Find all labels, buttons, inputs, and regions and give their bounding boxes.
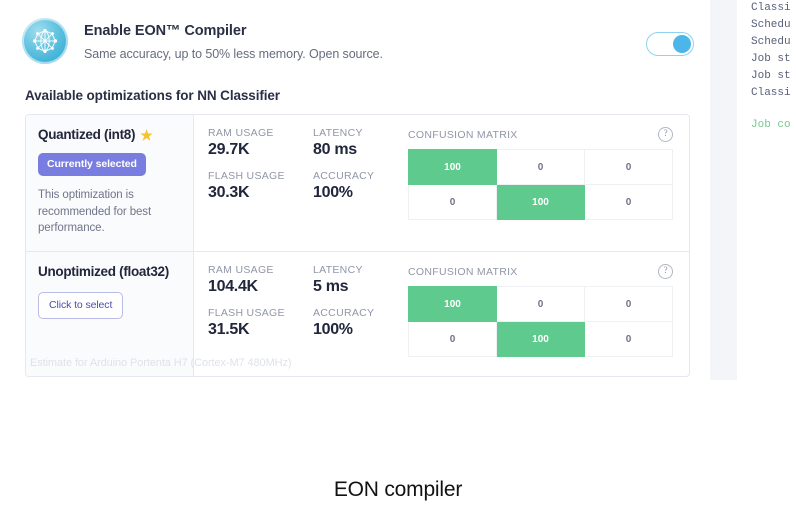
confusion-matrix-section: CONFUSION MATRIX? 100 0 0 0 100 0 <box>406 252 689 376</box>
metric-label: FLASH USAGE <box>208 170 285 182</box>
optimization-summary: Unoptimized (float32) Click to select <box>26 252 194 377</box>
metric-accuracy: ACCURACY 100% <box>313 307 406 339</box>
log-line: Job st <box>751 53 791 65</box>
figure-caption: EON compiler <box>333 478 463 501</box>
eon-title: Enable EON™ Compiler <box>84 23 247 39</box>
metric-latency: LATENCY 80 ms <box>313 127 406 159</box>
log-line: Classi <box>751 87 791 99</box>
log-line: Job co <box>751 119 791 131</box>
metric-ram-usage: RAM USAGE 104.4K <box>208 264 313 296</box>
optimization-note: This optimization is recommended for bes… <box>38 189 152 235</box>
status-badge: Currently selected <box>38 153 146 176</box>
confusion-matrix-cell: 0 <box>584 149 674 185</box>
confusion-matrix-title: CONFUSION MATRIX <box>408 265 518 278</box>
confusion-matrix-cell: 100 <box>407 149 498 185</box>
optimization-row: Quantized (int8) ★ Currently selected This … <box>26 115 689 252</box>
optimization-name-label: Unoptimized (float32) <box>38 264 169 280</box>
metric-ram-usage: RAM USAGE 29.7K <box>208 127 313 159</box>
log-line: Job st <box>751 70 791 82</box>
confusion-matrix-cell: 100 <box>407 286 498 323</box>
metric-value: 100% <box>313 321 353 339</box>
table-row: 100 0 0 <box>407 149 674 185</box>
metric-accuracy: ACCURACY 100% <box>313 170 406 202</box>
optimization-name-label: Quantized (int8) <box>38 127 136 142</box>
confusion-matrix-cell: 0 <box>584 286 674 323</box>
metric-flash-usage: FLASH USAGE 31.5K <box>208 307 313 339</box>
help-circle-icon[interactable]: ? <box>658 264 674 280</box>
confusion-matrix-section: CONFUSION MATRIX? 100 0 0 0 100 0 <box>406 115 689 251</box>
metric-value: 5 ms <box>313 278 349 296</box>
metric-label: LATENCY <box>313 264 363 277</box>
metric-label: RAM USAGE <box>208 127 274 139</box>
metric-latency: LATENCY 5 ms <box>313 264 406 296</box>
metric-label: LATENCY <box>313 127 363 139</box>
confusion-matrix-table: 100 0 0 0 100 0 <box>407 149 674 220</box>
table-row: 0 100 0 <box>407 184 674 220</box>
optimizations-card: Quantized (int8) ★ Currently selected This … <box>25 114 690 378</box>
eon-subtitle: Same accuracy, up to 50% less memory. Op… <box>84 47 383 61</box>
star-icon: ★ <box>140 126 153 143</box>
metric-label: RAM USAGE <box>208 264 274 277</box>
metric-value: 80 ms <box>313 141 357 158</box>
eon-compiler-panel: Enable EON™ Compiler Same accuracy, up t… <box>22 12 694 378</box>
confusion-matrix-table: 100 0 0 0 100 0 <box>407 286 674 358</box>
confusion-matrix-cell: 0 <box>496 286 586 323</box>
confusion-matrix-header: CONFUSION MATRIX? <box>408 127 674 142</box>
table-row: 100 0 0 <box>407 286 674 323</box>
metric-value: 31.5K <box>208 321 250 339</box>
metric-value: 30.3K <box>208 184 250 201</box>
optimization-name: Unoptimized (float32) <box>38 264 179 279</box>
confusion-matrix-cell: 0 <box>496 149 586 185</box>
metric-label: FLASH USAGE <box>208 307 285 320</box>
log-line: Schedu <box>751 36 791 48</box>
eon-header: Enable EON™ Compiler Same accuracy, up t… <box>22 12 694 64</box>
confusion-matrix-cell: 0 <box>407 321 498 358</box>
metric-value: 29.7K <box>208 141 250 158</box>
optimization-name: Quantized (int8) ★ <box>38 127 179 142</box>
confusion-matrix-cell: 100 <box>496 184 586 220</box>
metric-value: 100% <box>313 184 353 201</box>
confusion-matrix-cell: 0 <box>584 321 674 358</box>
log-gutter[interactable] <box>710 0 737 380</box>
page-title: Available optimizations for NN Classifie… <box>25 88 280 103</box>
estimate-note: Estimate for Arduino Portenta H7 (Cortex… <box>30 357 292 369</box>
optimization-metrics: RAM USAGE 104.4K LATENCY 5 ms FLASH USAGE 31.… <box>194 252 406 376</box>
help-circle-icon[interactable]: ? <box>658 127 674 142</box>
confusion-matrix-cell: 100 <box>496 321 586 358</box>
metric-value: 104.4K <box>208 278 258 296</box>
click-to-select-button[interactable]: Click to select <box>38 292 124 320</box>
metric-flash-usage: FLASH USAGE 30.3K <box>208 170 313 202</box>
confusion-matrix-cell: 0 <box>407 184 498 220</box>
confusion-matrix-cell: 0 <box>584 184 674 220</box>
eon-network-badge-icon <box>22 18 68 64</box>
log-line: Classi <box>751 2 791 14</box>
confusion-matrix-header: CONFUSION MATRIX? <box>408 264 674 280</box>
metric-label: ACCURACY <box>313 307 375 320</box>
table-row: 0 100 0 <box>407 321 674 358</box>
optimization-summary: Quantized (int8) ★ Currently selected This … <box>26 115 194 252</box>
enable-eon-compiler-toggle[interactable] <box>646 32 694 56</box>
metric-label: ACCURACY <box>313 170 375 182</box>
toggle-knob <box>673 35 691 53</box>
log-line: Schedu <box>751 19 791 31</box>
build-log-pane: Classi Schedu Schedu Job st Job st Classi Job … <box>737 0 796 522</box>
confusion-matrix-title: CONFUSION MATRIX <box>408 128 518 141</box>
optimization-row: Unoptimized (float32) Click to select RAM … <box>26 251 689 377</box>
optimization-metrics: RAM USAGE 29.7K LATENCY 80 ms FLASH USAGE 30.… <box>194 115 406 251</box>
